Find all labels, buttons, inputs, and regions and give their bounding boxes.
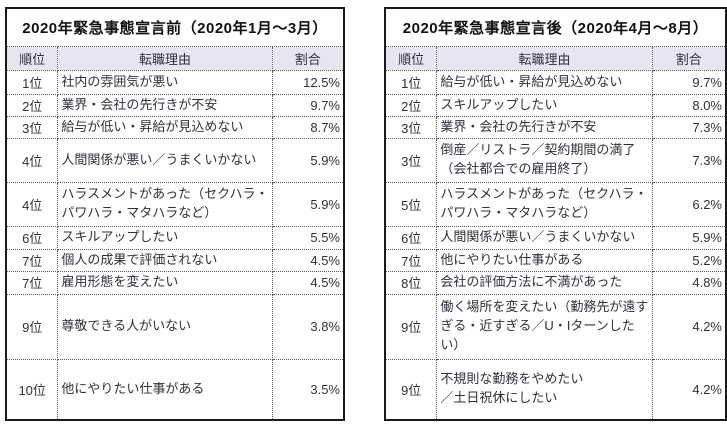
column-header-share: 割合 [651, 45, 727, 71]
share-cell: 9.7% [651, 69, 727, 95]
table-row: 1位 社内の雰囲気が悪い 12.5% [5, 69, 345, 95]
rank-cell: 7位 [5, 270, 59, 295]
reason-cell: 会社の評価方法に不満があった [436, 270, 653, 295]
column-header-reason: 転職理由 [436, 45, 653, 71]
reason-cell: 業界・会社の先行きが不安 [57, 93, 273, 117]
share-cell: 8.0% [651, 93, 727, 117]
reason-cell: 社内の雰囲気が悪い [57, 69, 273, 95]
table-title: 2020年緊急事態宣言後（2020年4月～8月） [384, 7, 727, 47]
reason-cell: 倒産／リストラ／契約期間の満了 （会社都合での雇用終了） [436, 137, 653, 183]
share-cell: 4.8% [651, 270, 727, 295]
reason-cell: 他にやりたい仕事がある [57, 358, 273, 421]
share-cell: 4.2% [651, 358, 727, 421]
rank-cell: 2位 [384, 93, 438, 117]
share-cell: 5.9% [651, 225, 727, 250]
reason-cell: 業界・会社の先行きが不安 [436, 115, 653, 139]
reason-cell: 不規則な勤務をやめたい ／土日祝休にしたい [436, 358, 653, 421]
reason-cell: 働く場所を変えたい（勤務先が遠すぎる・近すぎる／U・Iターンしたい） [436, 293, 653, 360]
table-row: 9位 働く場所を変えたい（勤務先が遠すぎる・近すぎる／U・Iターンしたい） 4.… [384, 293, 727, 360]
rank-cell: 4位 [5, 137, 59, 183]
rank-cell: 2位 [5, 93, 59, 117]
table-row: 7位 他にやりたい仕事がある 5.2% [384, 248, 727, 272]
share-cell: 5.9% [271, 137, 345, 183]
share-cell: 12.5% [271, 69, 345, 95]
table-row: 4位 ハラスメントがあった（セクハラ・パワハラ・マタハラなど） 5.9% [5, 181, 345, 227]
rank-cell: 3位 [384, 137, 438, 183]
reason-cell: 他にやりたい仕事がある [436, 248, 653, 272]
table-row: 10位 他にやりたい仕事がある 3.5% [5, 358, 345, 421]
table-row: 5位 ハラスメントがあった（セクハラ・パワハラ・マタハラなど） 6.2% [384, 181, 727, 227]
table-row: 3位 倒産／リストラ／契約期間の満了 （会社都合での雇用終了） 7.3% [384, 137, 727, 183]
table-row: 3位 業界・会社の先行きが不安 7.3% [384, 115, 727, 139]
reason-cell: ハラスメントがあった（セクハラ・パワハラ・マタハラなど） [436, 181, 653, 227]
table-row: 2位 スキルアップしたい 8.0% [384, 93, 727, 117]
table-before-declaration: 2020年緊急事態宣言前（2020年1月～3月） 順位 転職理由 割合 1位 社… [5, 7, 345, 421]
table-header-row: 順位 転職理由 割合 [5, 45, 345, 71]
rank-cell: 6位 [384, 225, 438, 250]
share-cell: 9.7% [271, 93, 345, 117]
reason-cell: 給与が低い・昇給が見込めない [57, 115, 273, 139]
reason-cell: 給与が低い・昇給が見込めない [436, 69, 653, 95]
rank-cell: 7位 [5, 248, 59, 272]
rank-cell: 4位 [5, 181, 59, 227]
reason-cell: スキルアップしたい [436, 93, 653, 117]
table-row: 3位 給与が低い・昇給が見込めない 8.7% [5, 115, 345, 139]
share-cell: 3.8% [271, 293, 345, 360]
rank-cell: 5位 [384, 181, 438, 227]
rank-cell: 10位 [5, 358, 59, 421]
rank-cell: 3位 [5, 115, 59, 139]
reason-cell: 人間関係が悪い／うまくいかない [436, 225, 653, 250]
table-row: 4位 人間関係が悪い／うまくいかない 5.9% [5, 137, 345, 183]
share-cell: 7.3% [651, 115, 727, 139]
share-cell: 7.3% [651, 137, 727, 183]
table-header-row: 順位 転職理由 割合 [384, 45, 727, 71]
table-row: 2020年緊急事態宣言後（2020年4月～8月） [384, 7, 727, 47]
table-row: 7位 雇用形態を変えたい 4.5% [5, 270, 345, 295]
share-cell: 4.5% [271, 248, 345, 272]
comparison-tables: 2020年緊急事態宣言前（2020年1月～3月） 順位 転職理由 割合 1位 社… [5, 7, 727, 421]
rank-cell: 1位 [5, 69, 59, 95]
rank-cell: 9位 [5, 293, 59, 360]
rank-cell: 1位 [384, 69, 438, 95]
reason-cell: 人間関係が悪い／うまくいかない [57, 137, 273, 183]
column-header-reason: 転職理由 [57, 45, 273, 71]
rank-cell: 8位 [384, 270, 438, 295]
share-cell: 4.2% [651, 293, 727, 360]
reason-cell: 個人の成果で評価されない [57, 248, 273, 272]
table-row: 1位 給与が低い・昇給が見込めない 9.7% [384, 69, 727, 95]
rank-cell: 9位 [384, 358, 438, 421]
table-row: 6位 人間関係が悪い／うまくいかない 5.9% [384, 225, 727, 250]
share-cell: 5.2% [651, 248, 727, 272]
rank-cell: 3位 [384, 115, 438, 139]
table-row: 7位 個人の成果で評価されない 4.5% [5, 248, 345, 272]
table-row: 2020年緊急事態宣言前（2020年1月～3月） [5, 7, 345, 47]
table-after-declaration: 2020年緊急事態宣言後（2020年4月～8月） 順位 転職理由 割合 1位 給… [384, 7, 727, 421]
share-cell: 3.5% [271, 358, 345, 421]
column-header-rank: 順位 [384, 45, 438, 71]
table-row: 8位 会社の評価方法に不満があった 4.8% [384, 270, 727, 295]
rank-cell: 6位 [5, 225, 59, 250]
share-cell: 8.7% [271, 115, 345, 139]
column-header-rank: 順位 [5, 45, 59, 71]
column-header-share: 割合 [271, 45, 345, 71]
rank-cell: 9位 [384, 293, 438, 360]
reason-cell: 雇用形態を変えたい [57, 270, 273, 295]
table-row: 9位 不規則な勤務をやめたい ／土日祝休にしたい 4.2% [384, 358, 727, 421]
table-row: 9位 尊敬できる人がいない 3.8% [5, 293, 345, 360]
table-row: 2位 業界・会社の先行きが不安 9.7% [5, 93, 345, 117]
reason-cell: 尊敬できる人がいない [57, 293, 273, 360]
reason-cell: ハラスメントがあった（セクハラ・パワハラ・マタハラなど） [57, 181, 273, 227]
reason-cell: スキルアップしたい [57, 225, 273, 250]
share-cell: 6.2% [651, 181, 727, 227]
share-cell: 5.5% [271, 225, 345, 250]
table-title: 2020年緊急事態宣言前（2020年1月～3月） [5, 7, 345, 47]
table-row: 6位 スキルアップしたい 5.5% [5, 225, 345, 250]
share-cell: 4.5% [271, 270, 345, 295]
rank-cell: 7位 [384, 248, 438, 272]
share-cell: 5.9% [271, 181, 345, 227]
